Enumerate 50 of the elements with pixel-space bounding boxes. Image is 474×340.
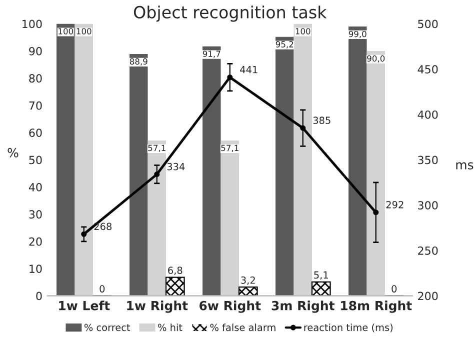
data-label: 334 xyxy=(167,162,185,170)
y2-tick-label: 300 xyxy=(418,201,438,210)
data-label: 91,7 xyxy=(202,50,220,58)
data-label: 0 xyxy=(392,285,397,293)
data-label: 99,0 xyxy=(348,30,366,38)
data-label: 88,9 xyxy=(130,58,148,66)
data-label: 3,2 xyxy=(241,276,255,285)
y-tick-label: 80 xyxy=(29,74,42,83)
data-label: 385 xyxy=(313,116,330,124)
y2-tick-label: 200 xyxy=(418,292,438,300)
data-label: 441 xyxy=(240,66,258,74)
y2-tick-label: 500 xyxy=(418,20,438,28)
y-tick-label: 90 xyxy=(29,46,42,56)
data-label: 57,1 xyxy=(221,144,238,152)
y-tick-label: 30 xyxy=(29,210,42,219)
data-label: 292 xyxy=(386,201,404,208)
legend-label: reaction time (ms) xyxy=(304,324,393,332)
x-tick-label: 1w Left xyxy=(59,300,110,310)
legend-label: % correct xyxy=(84,324,130,332)
y-tick-label: 0 xyxy=(36,292,42,300)
y2-tick-label: 400 xyxy=(418,110,438,119)
data-label: 0 xyxy=(100,285,105,293)
data-label: 5,1 xyxy=(314,271,328,280)
data-label: 100 xyxy=(296,28,310,34)
y-tick-label: 60 xyxy=(29,128,42,137)
y2-tick-label: 250 xyxy=(418,246,438,255)
y-tick-label: 50 xyxy=(29,156,42,164)
y2-tick-label: 450 xyxy=(418,65,438,74)
legend-label: % false alarm xyxy=(210,324,276,332)
legend-label: % hit xyxy=(158,324,182,332)
y-axis-title: % xyxy=(8,148,18,158)
y-tick-label: 20 xyxy=(29,237,42,246)
x-tick-label: 6w Right xyxy=(200,300,261,313)
x-tick-label: 1w Right xyxy=(127,300,188,313)
data-label: 100 xyxy=(76,28,92,34)
y-tick-label: 70 xyxy=(29,101,42,110)
data-label: 90,0 xyxy=(367,55,385,62)
y2-tick-label: 350 xyxy=(418,156,438,164)
y-tick-label: 10 xyxy=(30,264,42,273)
data-label: 100 xyxy=(58,28,74,34)
x-tick-label: 18m Right xyxy=(341,300,412,313)
data-label: 6,8 xyxy=(168,266,182,276)
y-tick-label: 100 xyxy=(22,20,42,28)
data-label: 95,2 xyxy=(276,41,294,48)
y-tick-label: 40 xyxy=(28,182,42,192)
chart-title: Object recognition task xyxy=(134,6,327,22)
data-label: 268 xyxy=(94,222,112,230)
data-label: 57,1 xyxy=(148,144,166,152)
x-tick-label: 3m Right xyxy=(272,300,335,313)
y2-axis-title: ms xyxy=(456,162,474,170)
